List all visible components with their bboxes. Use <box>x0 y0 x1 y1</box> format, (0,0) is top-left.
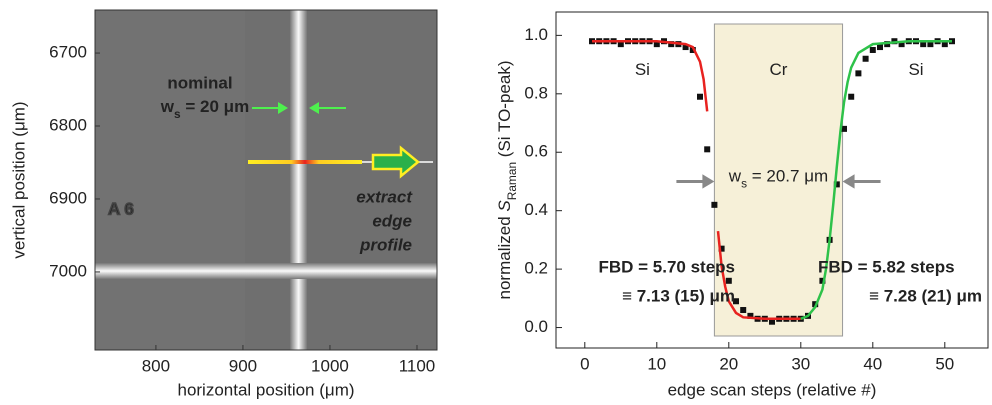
fit-curve <box>592 39 801 321</box>
y-tick-label: 0.2 <box>524 259 548 278</box>
annotation: ws = 20 μm <box>160 97 249 121</box>
data-point <box>689 46 696 53</box>
vertical-trench <box>290 10 307 350</box>
extract-arrow <box>371 145 420 179</box>
y-axis-label: vertical position (μm) <box>9 101 28 258</box>
microscope-image <box>94 9 438 351</box>
x-tick-label: 900 <box>229 356 257 375</box>
text-part: w <box>160 97 175 116</box>
text-part: = 20.7 μm <box>747 167 828 186</box>
data-point <box>617 41 624 48</box>
y-tick-label: 7000 <box>49 261 87 280</box>
y-axis-label: normalized SRaman (Si TO-peak) <box>495 61 519 300</box>
data-point <box>927 41 934 48</box>
data-point <box>704 146 711 153</box>
scan-line <box>248 160 362 164</box>
text-part: s <box>174 107 181 121</box>
x-tick-label: 50 <box>935 354 954 373</box>
data-point <box>718 245 725 252</box>
data-point <box>682 44 689 51</box>
annotation: nominal <box>167 73 232 92</box>
arrow-head <box>702 174 715 189</box>
x-tick-label: 40 <box>863 354 882 373</box>
data-point <box>819 277 826 284</box>
x-tick-label: 1000 <box>311 356 349 375</box>
fbd-label: ≡ 7.13 (15) μm <box>622 286 735 305</box>
data-point <box>668 41 675 48</box>
data-point <box>740 307 747 314</box>
arrow-head <box>278 102 288 114</box>
data-point <box>833 181 840 188</box>
x-tick-label: 30 <box>791 354 810 373</box>
data-point <box>848 93 855 100</box>
arrow-head <box>309 102 319 114</box>
region <box>713 23 844 337</box>
text-part: s <box>741 177 747 191</box>
x-axis-label: edge scan steps (relative #) <box>668 380 877 399</box>
data-point <box>725 277 732 284</box>
text-part: Raman <box>505 162 519 200</box>
x-tick-label: 0 <box>580 354 589 373</box>
data-point <box>769 318 775 325</box>
phase-label: Si <box>635 60 650 79</box>
text-part: w <box>728 167 742 186</box>
data-point <box>862 55 869 62</box>
region-label: Cr <box>770 60 788 79</box>
x-tick-label: 10 <box>647 354 666 373</box>
data-point <box>711 201 718 208</box>
y-tick-label: 0.0 <box>524 317 548 336</box>
fbd-label: FBD = 5.70 steps <box>598 257 735 276</box>
data-point <box>855 70 862 77</box>
data-point <box>653 41 660 48</box>
annotation: edge <box>372 211 412 230</box>
fit-curve <box>800 39 952 320</box>
horizontal-trench <box>95 263 437 279</box>
data-point <box>920 41 927 48</box>
text-part: normalized <box>495 212 514 300</box>
annotation: extract <box>356 187 413 206</box>
text-part: S <box>495 200 514 212</box>
text-part: (Si TO-peak) <box>495 61 514 162</box>
data-point <box>747 312 754 319</box>
text-part: = 20 μm <box>181 97 250 116</box>
phase-label: Si <box>908 60 923 79</box>
x-tick-label: 800 <box>142 356 170 375</box>
image-frame <box>94 9 438 351</box>
fbd-label: FBD = 5.82 steps <box>818 257 955 276</box>
arrow-head <box>842 174 855 189</box>
data-point <box>697 93 703 100</box>
y-tick-label: 0.4 <box>524 200 548 219</box>
annotation: profile <box>359 235 412 254</box>
data-point <box>733 298 739 305</box>
image-tile <box>95 10 245 350</box>
y-tick-label: 6900 <box>49 188 87 207</box>
width-label: ws = 20.7 μm <box>728 167 828 191</box>
data-point <box>898 41 905 48</box>
x-axis-label: horizontal position (μm) <box>177 380 354 399</box>
data-point <box>941 41 948 48</box>
y-tick-label: 6800 <box>49 115 87 134</box>
x-tick-label: 20 <box>719 354 738 373</box>
y-tick-label: 1.0 <box>524 25 548 44</box>
marker-label: A 6 <box>108 199 134 218</box>
y-tick-label: 6700 <box>49 43 87 62</box>
x-tick-label: 1100 <box>399 356 436 375</box>
data-point <box>869 46 876 53</box>
plot-frame <box>555 11 989 349</box>
data-point <box>877 44 883 51</box>
y-tick-label: 0.8 <box>524 83 548 102</box>
data-point <box>841 125 847 132</box>
y-tick-label: 0.6 <box>524 142 548 161</box>
fbd-label: ≡ 7.28 (21) μm <box>869 286 982 305</box>
